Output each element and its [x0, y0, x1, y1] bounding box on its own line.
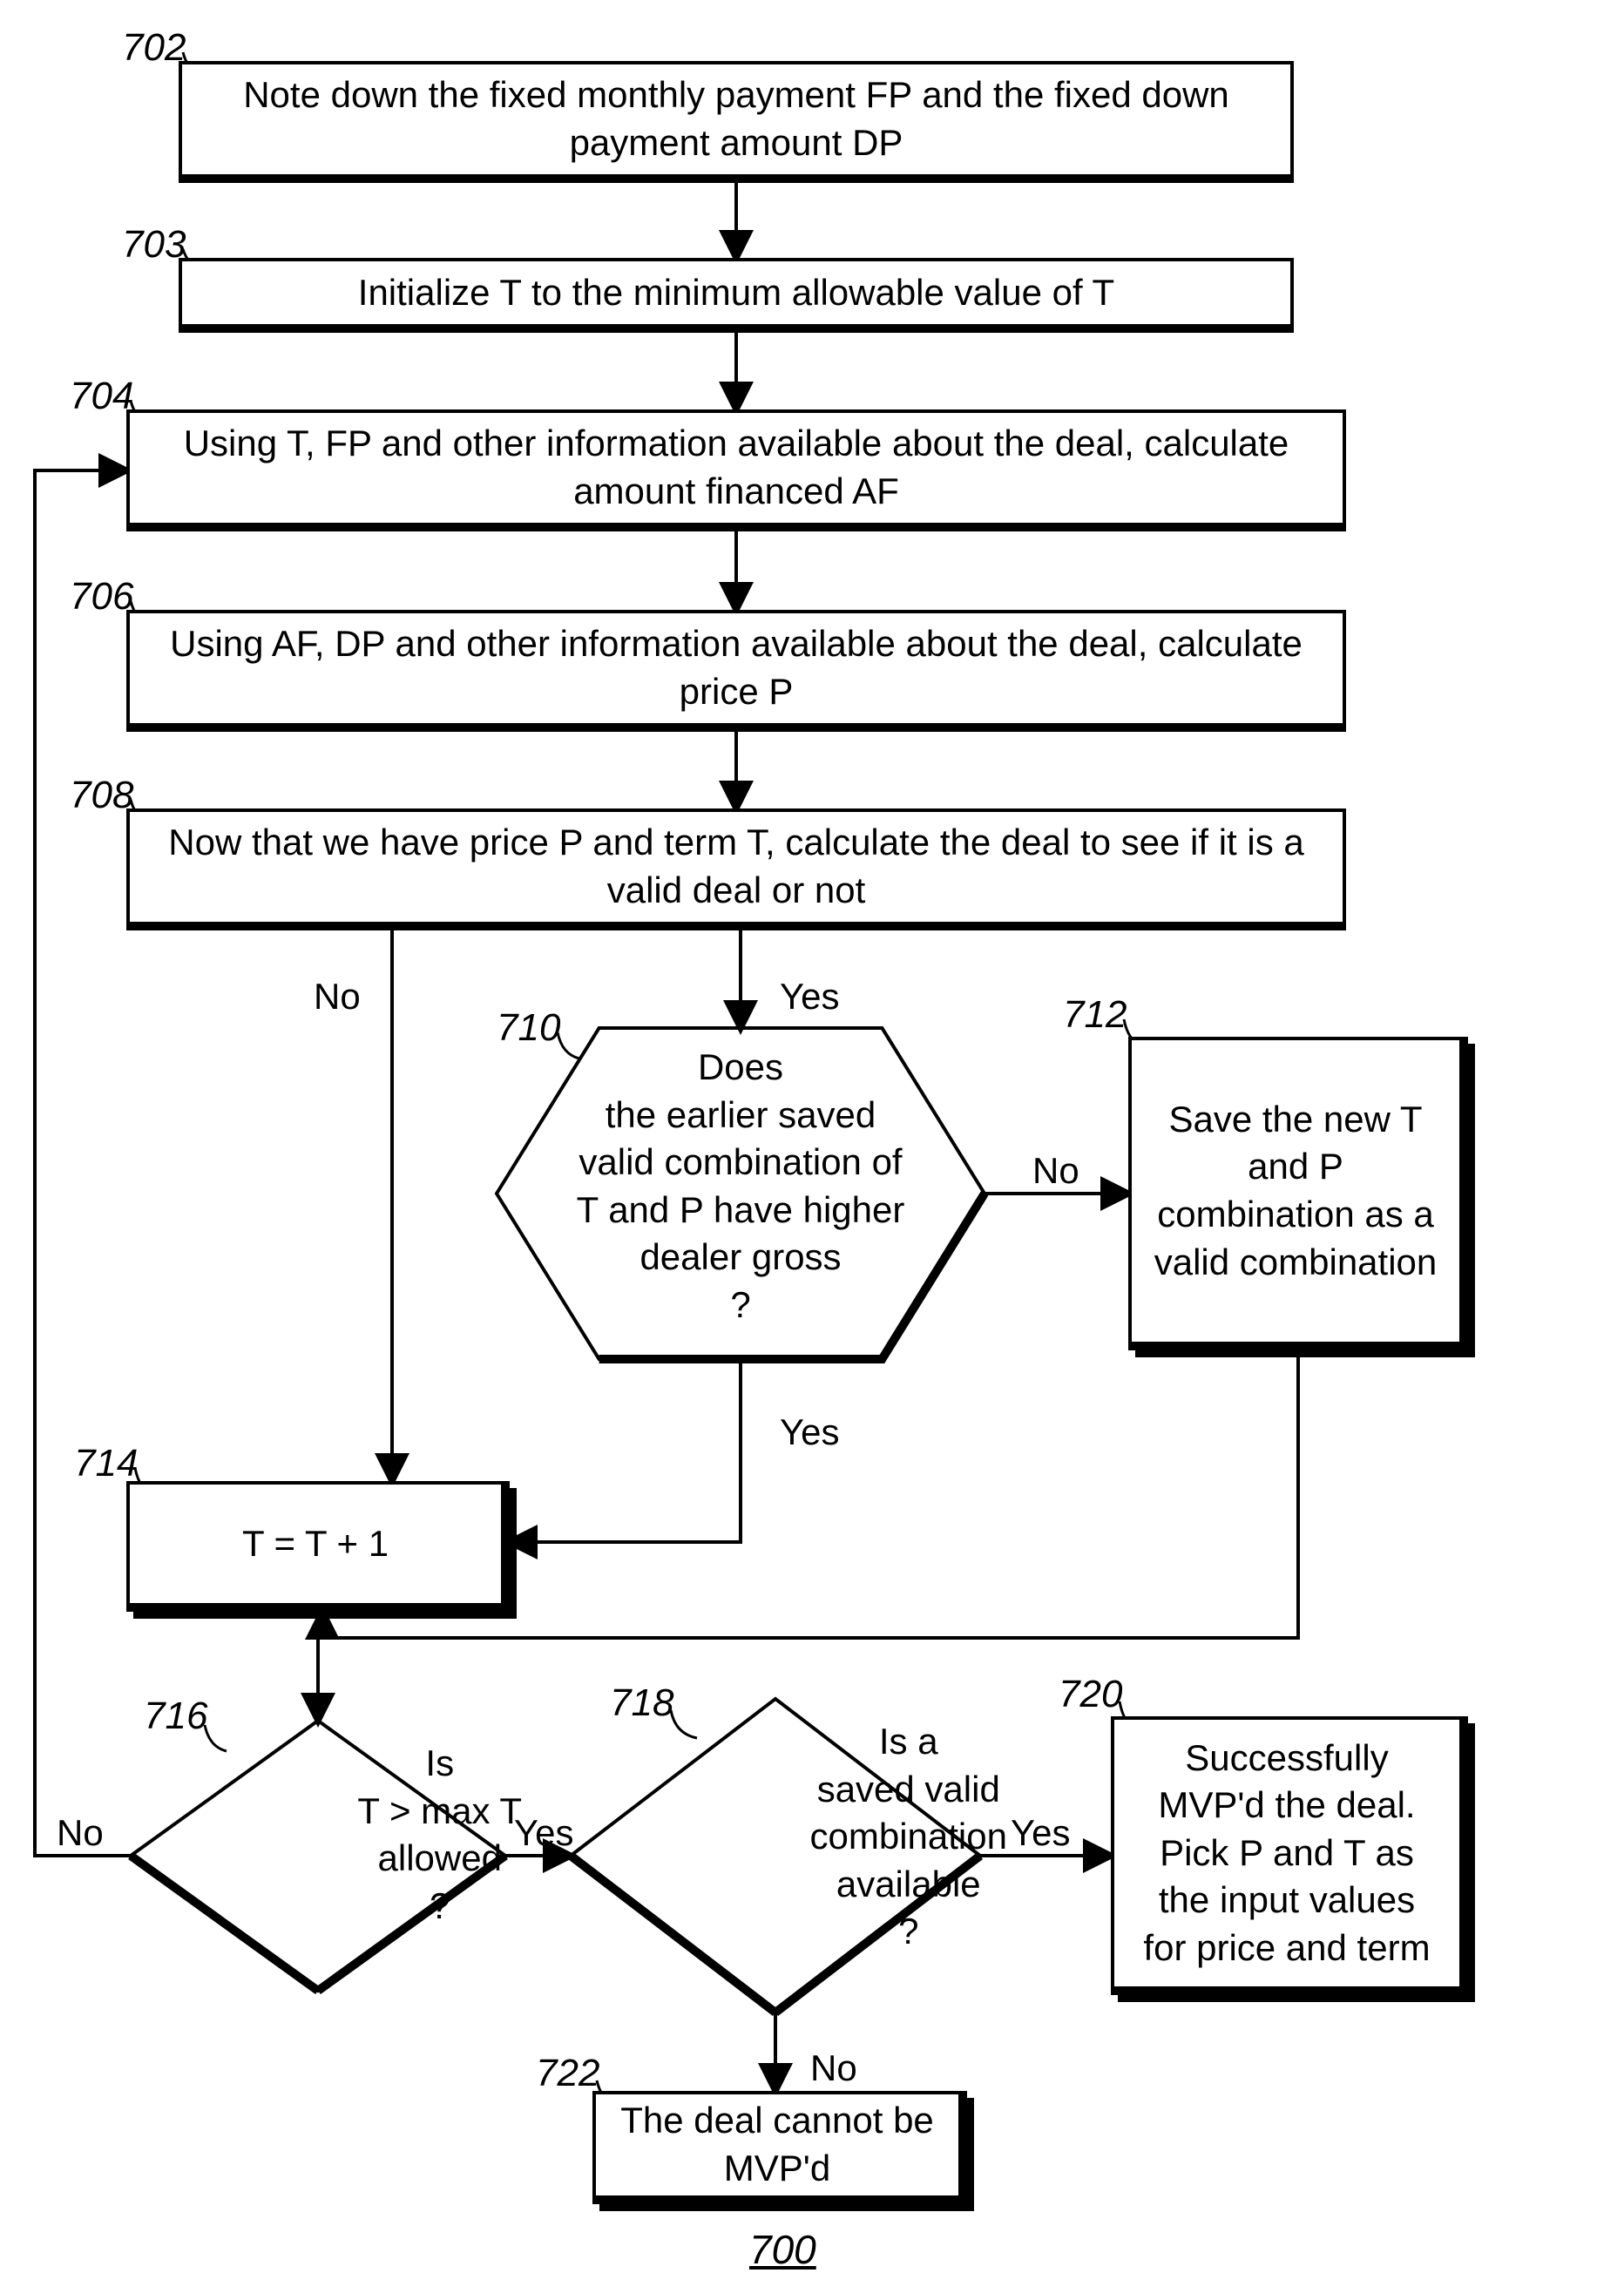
- box-text-704: Using T, FP and other information availa…: [151, 420, 1322, 515]
- box-text-722: The deal cannot be MVP'd: [617, 2097, 937, 2192]
- ref-label-716: 716: [144, 1695, 207, 1738]
- ref-label-708: 708: [70, 774, 133, 817]
- edge-label: No: [314, 976, 361, 1018]
- box-text-708: Now that we have price P and term T, cal…: [151, 819, 1322, 914]
- ref-label-702: 702: [122, 26, 186, 70]
- box-text-720: Successfully MVP'd the deal. Pick P and …: [1135, 1735, 1438, 1972]
- process-box-706: Using AF, DP and other information avail…: [126, 610, 1346, 732]
- edge-label: Yes: [780, 976, 840, 1018]
- process-box-708: Now that we have price P and term T, cal…: [126, 808, 1346, 930]
- ref-label-710: 710: [497, 1006, 560, 1050]
- box-text-714: T = T + 1: [242, 1520, 389, 1568]
- process-box-704: Using T, FP and other information availa…: [126, 409, 1346, 531]
- edge-label: No: [57, 1812, 104, 1854]
- ref-label-714: 714: [74, 1442, 138, 1485]
- diamond-text-718: Is asaved validcombinationavailable?: [642, 1718, 1174, 1956]
- ref-label-720: 720: [1059, 1673, 1122, 1716]
- ref-label-706: 706: [70, 575, 133, 619]
- box-text-706: Using AF, DP and other information avail…: [151, 620, 1322, 715]
- ref-label-704: 704: [70, 375, 133, 418]
- edge-label: Yes: [514, 1812, 574, 1854]
- box-text-712: Save the new T and P combination as a va…: [1153, 1096, 1438, 1286]
- ref-label-703: 703: [122, 223, 186, 267]
- figure-number: 700: [749, 2226, 816, 2273]
- process-box-703: Initialize T to the minimum allowable va…: [179, 258, 1294, 333]
- ref-label-722: 722: [536, 2052, 599, 2095]
- ref-label-712: 712: [1063, 993, 1127, 1037]
- process-box-712: Save the new T and P combination as a va…: [1128, 1037, 1468, 1350]
- process-box-702: Note down the fixed monthly payment FP a…: [179, 61, 1294, 183]
- process-box-720: Successfully MVP'd the deal. Pick P and …: [1111, 1716, 1468, 1995]
- hexagon-text-710: Doesthe earlier savedvalid combination o…: [558, 1044, 924, 1329]
- process-box-714: T = T + 1: [126, 1481, 510, 1612]
- edge-label: Yes: [780, 1411, 840, 1453]
- box-text-702: Note down the fixed monthly payment FP a…: [203, 71, 1269, 166]
- box-text-703: Initialize T to the minimum allowable va…: [358, 269, 1114, 317]
- edge-label: No: [1032, 1150, 1079, 1192]
- diamond-text-716: IsT > max Tallowed?: [196, 1740, 683, 1930]
- edge-label: No: [810, 2047, 857, 2089]
- edge-label: Yes: [1011, 1812, 1071, 1854]
- ref-label-718: 718: [610, 1681, 673, 1725]
- process-box-722: The deal cannot be MVP'd: [592, 2091, 967, 2204]
